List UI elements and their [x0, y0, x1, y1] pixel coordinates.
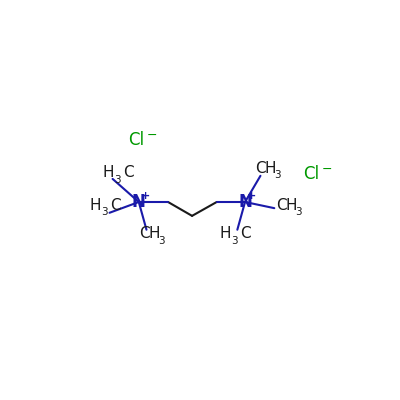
- Text: C: C: [110, 198, 121, 213]
- Text: H: H: [220, 226, 231, 241]
- Text: 3: 3: [101, 207, 108, 217]
- Text: Cl: Cl: [304, 165, 320, 183]
- Text: 3: 3: [114, 175, 121, 185]
- Text: −: −: [146, 129, 157, 142]
- Text: N: N: [238, 193, 252, 211]
- Text: C: C: [240, 226, 251, 241]
- Text: H: H: [103, 165, 114, 180]
- Text: 3: 3: [231, 236, 238, 246]
- Text: H: H: [285, 198, 296, 213]
- Text: −: −: [322, 163, 332, 176]
- Text: +: +: [141, 191, 150, 201]
- Text: C: C: [123, 165, 134, 180]
- Text: Cl: Cl: [128, 132, 144, 150]
- Text: H: H: [148, 226, 160, 241]
- Text: N: N: [132, 193, 146, 211]
- Text: C: C: [255, 161, 266, 176]
- Text: C: C: [139, 226, 150, 241]
- Text: H: H: [89, 198, 101, 213]
- Text: +: +: [247, 191, 256, 201]
- Text: 3: 3: [274, 170, 281, 180]
- Text: C: C: [276, 198, 286, 213]
- Text: 3: 3: [158, 236, 164, 246]
- Text: H: H: [264, 161, 276, 176]
- Text: 3: 3: [295, 207, 302, 217]
